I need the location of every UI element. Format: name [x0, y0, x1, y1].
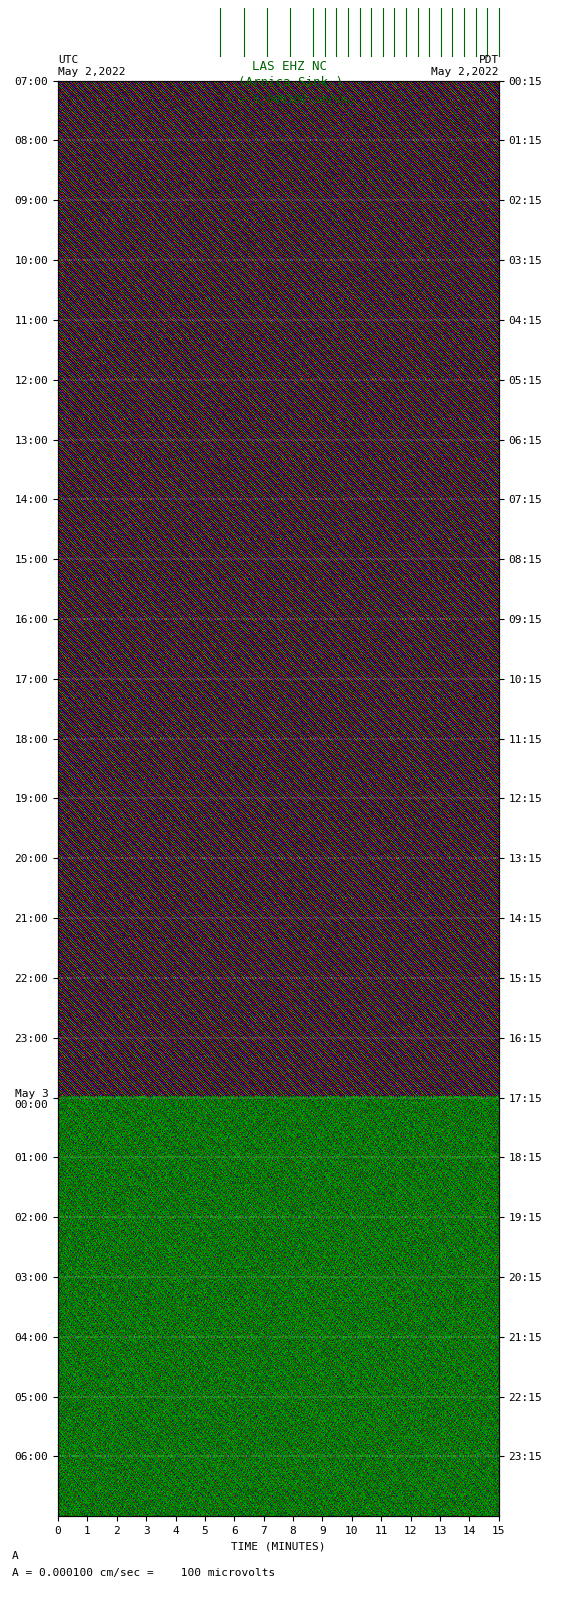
Text: May 2,2022: May 2,2022 — [58, 68, 125, 77]
Text: A: A — [12, 1552, 19, 1561]
Text: I = 0.000100 cm/sec: I = 0.000100 cm/sec — [226, 95, 354, 105]
Text: UTC: UTC — [58, 55, 78, 65]
Text: May 2,2022: May 2,2022 — [432, 68, 499, 77]
Text: (Arnica Sink ): (Arnica Sink ) — [237, 76, 343, 89]
Text: PDT: PDT — [478, 55, 499, 65]
X-axis label: TIME (MINUTES): TIME (MINUTES) — [231, 1542, 325, 1552]
Text: LAS EHZ NC: LAS EHZ NC — [252, 60, 328, 73]
Text: A = 0.000100 cm/sec =    100 microvolts: A = 0.000100 cm/sec = 100 microvolts — [12, 1568, 275, 1578]
